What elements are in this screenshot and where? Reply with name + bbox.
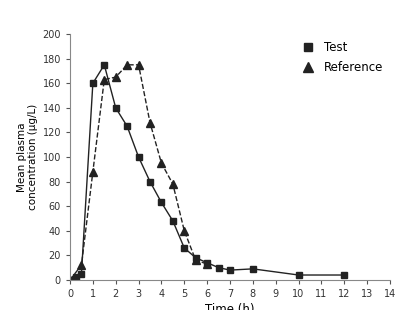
Reference [205,262,210,266]
Reference [193,259,198,262]
Legend: Test, Reference: Test, Reference [298,37,388,79]
Reference [125,63,130,67]
Reference [68,278,72,282]
Reference [159,161,164,165]
Test [148,180,152,184]
Test [90,82,95,85]
Test [193,256,198,260]
Test [125,124,130,128]
Text: Medscape®: Medscape® [12,6,90,19]
Test [159,201,164,204]
X-axis label: Time (h): Time (h) [205,303,255,310]
Y-axis label: Mean plasma
concentration (μg/L): Mean plasma concentration (μg/L) [17,104,38,210]
Test [73,276,78,279]
Reference [170,182,175,186]
Reference [90,170,95,174]
Test [113,106,118,110]
Text: www.medscape.com: www.medscape.com [140,6,260,19]
Test [228,268,232,272]
Reference [136,63,141,67]
Test [136,155,141,159]
Test [170,219,175,223]
Test [102,63,107,67]
Reference [148,121,152,124]
Reference [113,75,118,79]
Test [182,246,187,250]
Test [342,273,347,277]
Reference [102,78,107,82]
Test [216,266,221,269]
Reference [79,263,84,267]
Test [296,273,301,277]
Test [68,278,72,282]
Text: Source: Clin Drug Invest © 2002 Adis International Limited: Source: Clin Drug Invest © 2002 Adis Int… [73,294,327,303]
Reference [182,229,187,232]
Line: Reference: Reference [66,61,211,284]
Test [250,267,255,271]
Test [205,261,210,264]
Test [79,272,84,276]
Line: Test: Test [66,61,348,283]
